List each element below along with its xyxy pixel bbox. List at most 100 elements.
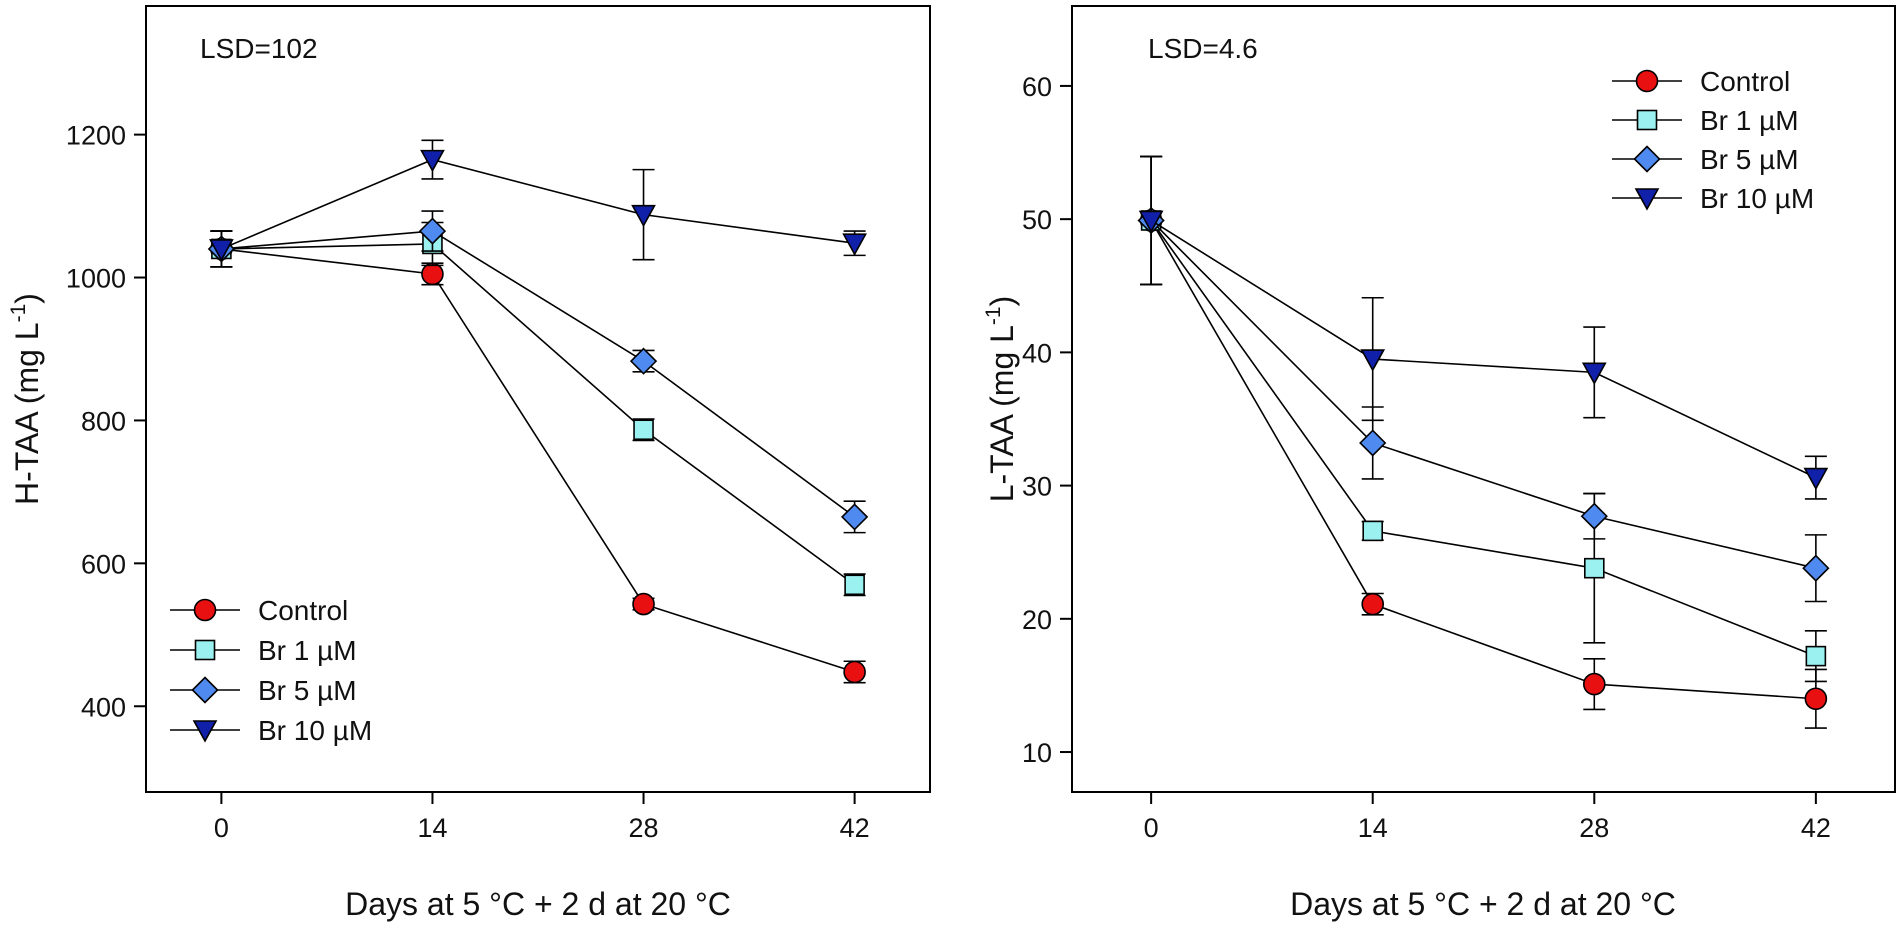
- legend: Control Br 1 µM Br 5 µM Br 10 µM: [170, 595, 372, 746]
- data-point: [420, 149, 445, 173]
- data-point: [844, 574, 865, 596]
- y-tick-label: 1000: [66, 264, 126, 294]
- y-tick-label: 60: [1022, 72, 1052, 102]
- legend-marker: [191, 676, 219, 704]
- y-axis-title-close: ): [984, 296, 1020, 307]
- axis-ticks: 0 14 28 42 400 600 800 1000 1200: [66, 121, 870, 843]
- legend-marker: [1634, 188, 1660, 211]
- panel-l-taa: LSD=4.6 Days at 5 °C + 2 d at 20 °C L-TA…: [982, 5, 1896, 922]
- data-point: [629, 347, 658, 375]
- plot-frame: [1071, 5, 1896, 793]
- series-br-10-um: [1138, 155, 1829, 500]
- y-tick-label: 30: [1022, 472, 1052, 502]
- x-axis-title: Days at 5 °C + 2 d at 20 °C: [345, 886, 731, 922]
- legend-item-br-1-um: Br 1 µM: [170, 635, 357, 666]
- data-point: [1582, 672, 1606, 696]
- legend-label: Control: [258, 595, 348, 626]
- series-line: [221, 248, 855, 673]
- data-point: [1580, 502, 1608, 530]
- legend-marker: [193, 598, 217, 622]
- data-point: [1581, 362, 1607, 386]
- panel-h-taa: LSD=102 Days at 5 °C + 2 d at 20 °C H-TA…: [7, 5, 931, 922]
- series-line: [221, 243, 856, 586]
- data-point: [421, 262, 444, 286]
- data-point: [1803, 467, 1829, 491]
- legend-marker: [192, 720, 218, 743]
- legend-label: Br 5 µM: [258, 675, 357, 706]
- y-axis-title-close: ): [9, 293, 45, 304]
- data-point: [1359, 429, 1387, 457]
- series-line: [1150, 219, 1817, 479]
- y-tick-label: 10: [1022, 738, 1052, 768]
- x-tick-label: 14: [417, 813, 447, 843]
- legend-label: Br 5 µM: [1700, 144, 1799, 175]
- legend-marker: [194, 639, 216, 661]
- axis-ticks: 0 14 28 42 10 20 30 40 50 60: [1022, 72, 1831, 843]
- legend-item-br-5-um: Br 5 µM: [1612, 144, 1799, 175]
- lsd-annotation: LSD=102: [200, 33, 318, 64]
- data-point: [1805, 645, 1827, 667]
- x-tick-label: 0: [1144, 813, 1159, 843]
- data-point: [843, 660, 866, 684]
- series-br-10-um: [209, 139, 867, 268]
- x-tick-label: 42: [1801, 813, 1831, 843]
- plot-frame: [145, 5, 931, 793]
- legend-item-br-5-um: Br 5 µM: [170, 675, 357, 706]
- lsd-annotation: LSD=4.6: [1148, 33, 1258, 64]
- x-tick-label: 28: [629, 813, 659, 843]
- legend-marker: [1636, 109, 1658, 131]
- data-point: [1361, 592, 1385, 616]
- legend-item-control: Control: [170, 595, 348, 626]
- series-br-1-um: [1140, 155, 1827, 683]
- x-tick-label: 0: [214, 813, 229, 843]
- series-br-1-um: [210, 221, 866, 597]
- legend-label: Control: [1700, 66, 1790, 97]
- data-point: [842, 233, 867, 256]
- legend-marker: [1635, 69, 1659, 93]
- legend-item-control: Control: [1612, 66, 1790, 97]
- series-control: [1139, 155, 1828, 729]
- data-point: [632, 592, 655, 616]
- series-line: [1150, 220, 1816, 700]
- y-tick-label: 600: [81, 549, 126, 579]
- data-point: [1802, 554, 1830, 582]
- data-point: [1360, 349, 1386, 372]
- series-line: [221, 158, 855, 250]
- series-line: [1150, 219, 1817, 569]
- legend-label: Br 10 µM: [258, 715, 372, 746]
- data-series: [1137, 155, 1830, 729]
- x-tick-label: 28: [1579, 813, 1609, 843]
- series-line: [221, 230, 856, 518]
- y-axis-title-exponent: -1: [982, 306, 1005, 325]
- data-point: [1583, 557, 1605, 579]
- legend: Control Br 1 µM Br 5 µM Br 10 µM: [1612, 66, 1814, 214]
- legend-label: Br 1 µM: [258, 635, 357, 666]
- data-point: [209, 239, 234, 262]
- data-point: [840, 503, 869, 531]
- y-axis-title: H-TAA (mg L-1): [7, 293, 45, 505]
- legend-label: Br 10 µM: [1700, 183, 1814, 214]
- y-axis-title-main: H-TAA (mg L: [9, 322, 45, 505]
- series-line: [1150, 220, 1817, 657]
- y-tick-label: 50: [1022, 205, 1052, 235]
- legend-item-br-10-um: Br 10 µM: [170, 715, 372, 746]
- data-point: [631, 204, 656, 228]
- x-axis-title: Days at 5 °C + 2 d at 20 °C: [1290, 886, 1676, 922]
- legend-item-br-1-um: Br 1 µM: [1612, 105, 1799, 136]
- y-tick-label: 1200: [66, 121, 126, 151]
- data-point: [633, 419, 654, 441]
- data-point: [1804, 687, 1828, 711]
- y-axis-title-main: L-TAA (mg L: [984, 325, 1020, 502]
- legend-item-br-10-um: Br 10 µM: [1612, 183, 1814, 214]
- data-series: [207, 139, 869, 684]
- y-axis-title: L-TAA (mg L-1): [982, 296, 1020, 503]
- y-tick-label: 20: [1022, 605, 1052, 635]
- data-point: [1362, 520, 1384, 542]
- data-point: [418, 217, 447, 245]
- x-tick-label: 42: [840, 813, 870, 843]
- data-point: [1138, 210, 1164, 234]
- y-tick-label: 40: [1022, 338, 1052, 368]
- x-tick-label: 14: [1358, 813, 1388, 843]
- legend-marker: [1633, 145, 1661, 173]
